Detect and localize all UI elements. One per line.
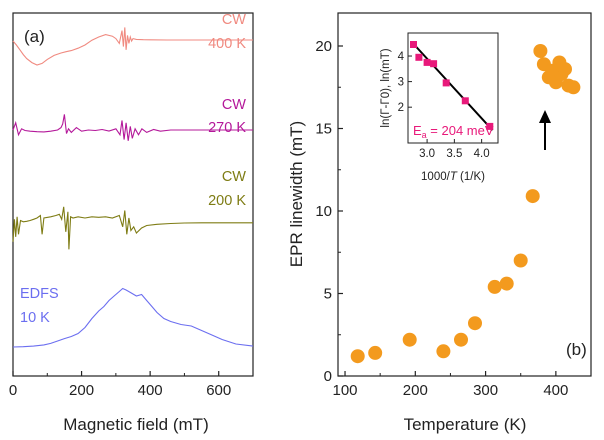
panel-b-y-axis-label: EPR linewidth (mT) xyxy=(287,121,306,267)
y-tick-label: 5 xyxy=(324,286,332,303)
data-point xyxy=(566,80,581,95)
panel-a-x-axis-label: Magnetic field (mT) xyxy=(63,415,208,434)
x-tick-label: 200 xyxy=(69,382,94,399)
series-label-0-line1: CW xyxy=(222,12,246,28)
inset-ticks: 3.0 3.5 4.0 2 3 4 xyxy=(398,51,490,160)
panel-b: 100 200 300 400 0 5 10 15 20 (b) Temperature (K)… xyxy=(287,12,592,434)
arrow-head xyxy=(539,110,551,123)
x-tick-label: 0 xyxy=(9,382,17,399)
y-tick-label: 0 xyxy=(324,368,332,385)
inset-points xyxy=(410,41,494,130)
inset-data-point xyxy=(461,97,469,105)
data-point xyxy=(350,349,365,364)
series-label-3-line2: 10 K xyxy=(20,310,50,326)
inset-y-tick-label: 2 xyxy=(398,102,404,114)
inset-annotation: Ea = 204 meV xyxy=(413,123,494,140)
data-point xyxy=(454,332,468,347)
inset-x-axis-label: 1000/T (1/K) xyxy=(421,171,485,183)
y-tick-label: 20 xyxy=(315,38,332,55)
trace-0 xyxy=(12,27,253,66)
series-label-0-line2: 400 K xyxy=(208,36,246,52)
trace-1 xyxy=(12,114,253,141)
data-point xyxy=(558,62,572,77)
series-label-1-line2: 270 K xyxy=(208,120,246,136)
inset-data-point xyxy=(430,60,438,68)
data-point xyxy=(468,316,482,331)
data-point xyxy=(402,332,417,347)
inset-y-tick-label: 3 xyxy=(398,77,404,89)
inset-x-tick-label: 4.0 xyxy=(474,148,490,160)
x-tick-label: 400 xyxy=(543,382,568,399)
inset-fit-line xyxy=(411,41,494,131)
panel-b-label: (b) xyxy=(566,340,587,359)
panel-b-frame xyxy=(337,12,592,377)
series-label-3-line1: EDFS xyxy=(20,286,59,302)
inset-data-point xyxy=(410,41,417,48)
x-tick-label: 100 xyxy=(333,382,358,399)
panel-b-points xyxy=(350,44,581,364)
panel-a: 0 200 400 600 (a) Magnetic field (mT) CW 400… xyxy=(9,12,254,434)
panel-b-ticks: 100 200 300 400 0 5 10 15 20 xyxy=(315,38,568,399)
y-tick-label: 10 xyxy=(315,203,332,220)
series-label-2-line2: 200 K xyxy=(208,193,246,209)
panel-a-frame xyxy=(12,12,254,377)
data-point xyxy=(436,344,451,359)
data-point xyxy=(368,345,383,360)
series-label-1-line1: CW xyxy=(222,97,246,113)
y-tick-label: 15 xyxy=(315,121,332,138)
panel-a-series-labels: CW 400 K CW 270 K CW 200 K EDFS 10 K xyxy=(20,12,246,326)
trace-3 xyxy=(12,287,254,348)
x-tick-label: 300 xyxy=(473,382,498,399)
data-point xyxy=(499,276,514,291)
inset-data-point xyxy=(442,79,450,87)
data-point xyxy=(513,253,528,268)
data-point xyxy=(533,44,548,58)
inset-data-point xyxy=(423,58,431,66)
inset: 3.0 3.5 4.0 2 3 4 Ea = 204 meV 1000/T (1/K) l… xyxy=(380,32,499,183)
data-point xyxy=(525,189,540,204)
inset-y-tick-label: 4 xyxy=(398,51,405,63)
x-tick-label: 400 xyxy=(138,382,163,399)
trace-2 xyxy=(12,206,253,250)
inset-data-point xyxy=(415,53,423,61)
panel-a-traces xyxy=(12,27,254,348)
data-point xyxy=(487,279,502,294)
x-tick-label: 200 xyxy=(403,382,428,399)
panel-b-x-axis-label: Temperature (K) xyxy=(404,415,527,434)
arrow-annotation xyxy=(539,110,551,150)
series-label-2-line1: CW xyxy=(222,169,246,185)
inset-data-point xyxy=(486,122,494,130)
inset-x-tick-label: 3.0 xyxy=(419,148,435,160)
x-tick-label: 600 xyxy=(206,382,231,399)
inset-y-axis-label: ln(Γ-Γ0), ln(mT) xyxy=(380,48,392,127)
panel-a-label: (a) xyxy=(24,27,45,46)
inset-x-tick-label: 3.5 xyxy=(446,148,462,160)
panel-a-x-ticks: 0 200 400 600 xyxy=(9,371,231,399)
